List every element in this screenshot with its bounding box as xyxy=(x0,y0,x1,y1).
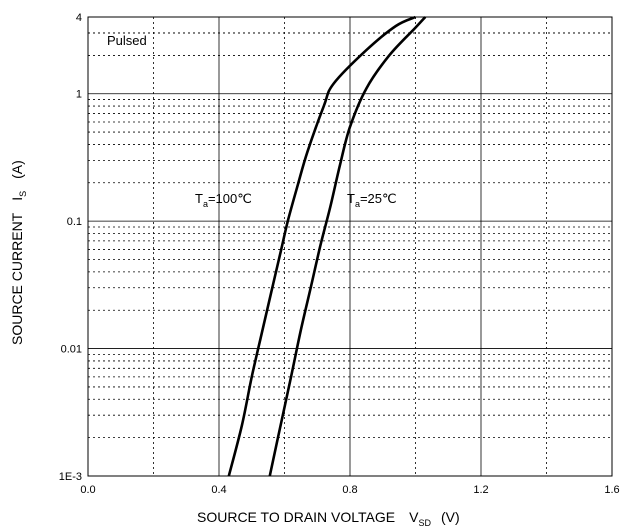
x-axis-title: SOURCE TO DRAIN VOLTAGE VSD (V) xyxy=(197,509,460,528)
series-label-25c: Ta=25℃ xyxy=(347,191,397,209)
pulsed-label: Pulsed xyxy=(107,33,147,48)
series-line-25c xyxy=(268,16,427,477)
tick-labels: 0.0 0.4 0.8 1.2 1.6 1E-3 0.01 0.1 1 4 xyxy=(59,12,620,496)
x-tick-label: 1.2 xyxy=(473,484,488,496)
series-label-100c: Ta=100℃ xyxy=(195,191,252,209)
x-tick-label: 1.6 xyxy=(604,484,619,496)
y-tick-label: 1E-3 xyxy=(59,471,82,483)
plot-frame xyxy=(87,16,613,477)
y-tick-label: 1 xyxy=(76,89,82,101)
series-line-100c xyxy=(227,15,417,477)
y-tick-label: 0.01 xyxy=(61,344,82,356)
x-tick-label: 0.0 xyxy=(80,484,95,496)
x-tick-label: 0.8 xyxy=(342,484,357,496)
x-tick-label: 0.4 xyxy=(211,484,226,496)
grid-layer xyxy=(88,17,612,476)
series-layer xyxy=(227,15,427,477)
y-axis-title: SOURCE CURRENTIS(A) xyxy=(9,160,28,345)
y-tick-label: 4 xyxy=(76,12,82,24)
y-tick-label: 0.1 xyxy=(67,216,82,228)
